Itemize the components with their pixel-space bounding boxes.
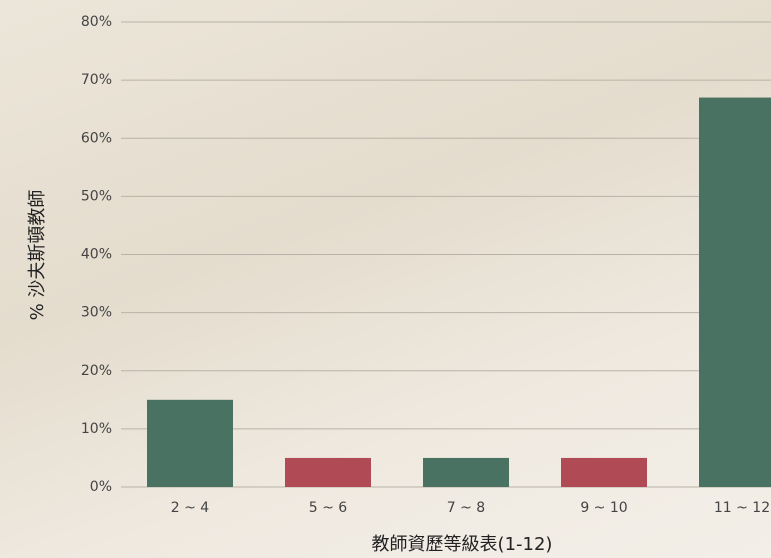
bar (147, 399, 233, 487)
x-tick-label: 5 ~ 6 (309, 500, 348, 516)
y-tick-label: 70% (81, 72, 112, 88)
y-tick-label: 0% (90, 479, 112, 495)
x-tick-label: 2 ~ 4 (171, 500, 210, 516)
bar (423, 457, 509, 487)
x-tick-label: 11 ~ 12 (714, 500, 770, 516)
x-tick-label: 7 ~ 8 (447, 500, 485, 516)
bar (285, 457, 371, 487)
y-tick-label: 20% (81, 363, 112, 379)
y-tick-label: 60% (81, 130, 112, 146)
y-tick-label: 50% (81, 188, 112, 204)
x-axis-title: 教師資歷等級表(1-12) (372, 534, 553, 555)
y-axis-title: % 沙夫斯頓教師 (27, 190, 48, 321)
bar (699, 97, 771, 487)
x-tick-label: 9 ~ 10 (580, 500, 627, 516)
bar (561, 457, 647, 487)
y-tick-label: 10% (81, 421, 112, 437)
y-tick-label: 30% (81, 305, 112, 321)
y-tick-label: 40% (81, 247, 112, 263)
y-tick-label: 80% (81, 14, 112, 30)
